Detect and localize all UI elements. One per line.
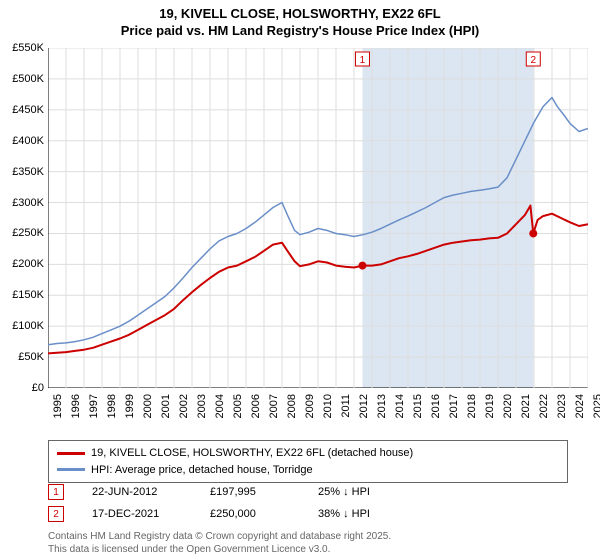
marker-badge-2: 2	[48, 506, 64, 522]
x-tick-label: 2024	[574, 394, 586, 418]
x-tick-label: 1996	[70, 394, 82, 418]
x-tick-label: 2001	[160, 394, 172, 418]
footer-line2: This data is licensed under the Open Gov…	[48, 543, 330, 556]
marker-date-1: 22-JUN-2012	[92, 486, 202, 498]
marker-diff-1: 25% ↓ HPI	[318, 486, 370, 498]
footer-line1: Contains HM Land Registry data © Crown c…	[48, 530, 391, 543]
x-tick-label: 1997	[88, 394, 100, 418]
y-tick-label: £550K	[0, 42, 44, 54]
y-tick-label: £250K	[0, 227, 44, 239]
x-tick-label: 2017	[448, 394, 460, 418]
x-tick-label: 2015	[412, 394, 424, 418]
x-tick-label: 2025	[592, 394, 600, 418]
x-tick-label: 2023	[556, 394, 568, 418]
x-tick-label: 2011	[340, 394, 352, 418]
y-tick-label: £300K	[0, 197, 44, 209]
y-tick-label: £400K	[0, 135, 44, 147]
legend-swatch	[57, 468, 85, 471]
y-tick-label: £150K	[0, 289, 44, 301]
marker-price-1: £197,995	[210, 486, 310, 498]
x-tick-label: 2005	[232, 394, 244, 418]
x-axis-labels: 1995 1996 1997 1998 1999 2000 2001 2002 2003 2004…	[48, 392, 588, 442]
x-tick-label: 2009	[304, 394, 316, 418]
x-tick-label: 2003	[196, 394, 208, 418]
x-tick-label: 2016	[430, 394, 442, 418]
y-tick-label: £0	[0, 382, 44, 394]
x-tick-label: 2004	[214, 394, 226, 418]
x-tick-label: 2021	[520, 394, 532, 418]
legend-label: HPI: Average price, detached house, Torr…	[91, 462, 313, 479]
legend-row: HPI: Average price, detached house, Torr…	[57, 462, 559, 479]
x-tick-label: 2008	[286, 394, 298, 418]
y-tick-label: £50K	[0, 351, 44, 363]
y-tick-label: £500K	[0, 73, 44, 85]
y-tick-label: £200K	[0, 258, 44, 270]
x-tick-label: 2013	[376, 394, 388, 418]
x-tick-label: 1998	[106, 394, 118, 418]
x-tick-label: 2000	[142, 394, 154, 418]
chart-title-line1: 19, KIVELL CLOSE, HOLSWORTHY, EX22 6FL	[0, 0, 600, 23]
y-tick-label: £450K	[0, 104, 44, 116]
chart-container: 19, KIVELL CLOSE, HOLSWORTHY, EX22 6FL P…	[0, 0, 600, 560]
marker-diff-2: 38% ↓ HPI	[318, 508, 370, 520]
svg-text:2: 2	[530, 55, 536, 66]
marker-date-2: 17-DEC-2021	[92, 508, 202, 520]
x-tick-label: 2007	[268, 394, 280, 418]
marker-row-2: 2 17-DEC-2021 £250,000 38% ↓ HPI	[48, 506, 588, 522]
y-tick-label: £350K	[0, 166, 44, 178]
x-tick-label: 2014	[394, 394, 406, 418]
x-tick-label: 2022	[538, 394, 550, 418]
x-tick-label: 2002	[178, 394, 190, 418]
x-tick-label: 2019	[484, 394, 496, 418]
plot-svg: 12	[48, 48, 588, 388]
marker-row-1: 1 22-JUN-2012 £197,995 25% ↓ HPI	[48, 484, 588, 500]
x-tick-label: 1995	[52, 394, 64, 418]
legend-row: 19, KIVELL CLOSE, HOLSWORTHY, EX22 6FL (…	[57, 445, 559, 462]
x-tick-label: 2018	[466, 394, 478, 418]
y-tick-label: £100K	[0, 320, 44, 332]
svg-text:1: 1	[360, 55, 366, 66]
x-tick-label: 2006	[250, 394, 262, 418]
plot-area: 12	[48, 48, 588, 388]
marker-price-2: £250,000	[210, 508, 310, 520]
x-tick-label: 2012	[358, 394, 370, 418]
legend-label: 19, KIVELL CLOSE, HOLSWORTHY, EX22 6FL (…	[91, 445, 413, 462]
chart-title-line2: Price paid vs. HM Land Registry's House …	[0, 23, 600, 38]
y-axis-labels: £0£50K£100K£150K£200K£250K£300K£350K£400…	[0, 48, 46, 388]
legend-swatch	[57, 452, 85, 455]
x-tick-label: 1999	[124, 394, 136, 418]
marker-badge-1: 1	[48, 484, 64, 500]
x-tick-label: 2020	[502, 394, 514, 418]
legend: 19, KIVELL CLOSE, HOLSWORTHY, EX22 6FL (…	[48, 440, 568, 483]
x-tick-label: 2010	[322, 394, 334, 418]
